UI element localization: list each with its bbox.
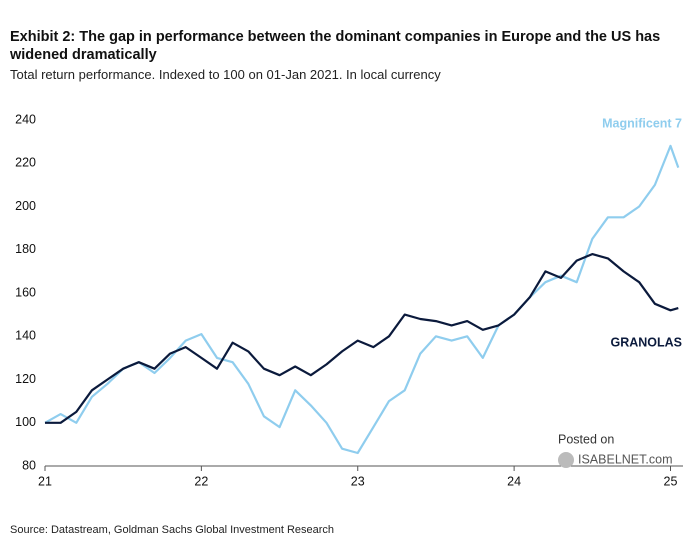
x-tick-label: 25 <box>664 474 678 488</box>
watermark: Posted on <box>558 432 614 446</box>
x-tick-label: 24 <box>507 474 521 488</box>
legend-label: Magnificent 7 <box>602 116 682 130</box>
y-tick-label: 160 <box>15 285 36 299</box>
x-tick-label: 23 <box>351 474 365 488</box>
y-tick-label: 200 <box>15 199 36 213</box>
y-tick-label: 220 <box>15 156 36 170</box>
y-tick-label: 120 <box>15 372 36 386</box>
chart-title: Exhibit 2: The gap in performance betwee… <box>10 29 661 63</box>
x-tick-label: 21 <box>38 474 52 488</box>
chart-subtitle: Total return performance. Indexed to 100… <box>10 67 441 82</box>
watermark: ISABELNET.com <box>578 452 672 466</box>
series-line <box>44 144 680 455</box>
y-tick-label: 240 <box>15 112 36 126</box>
legend-label: GRANOLAS <box>610 335 682 349</box>
series-line <box>45 253 679 424</box>
source-note: Source: Datastream, Goldman Sachs Global… <box>10 524 335 536</box>
watermark-logo <box>558 452 574 468</box>
y-tick-label: 100 <box>15 415 36 429</box>
y-tick-label: 180 <box>15 242 36 256</box>
x-tick-label: 22 <box>194 474 208 488</box>
y-tick-label: 140 <box>15 329 36 343</box>
y-tick-label: 80 <box>22 458 36 472</box>
